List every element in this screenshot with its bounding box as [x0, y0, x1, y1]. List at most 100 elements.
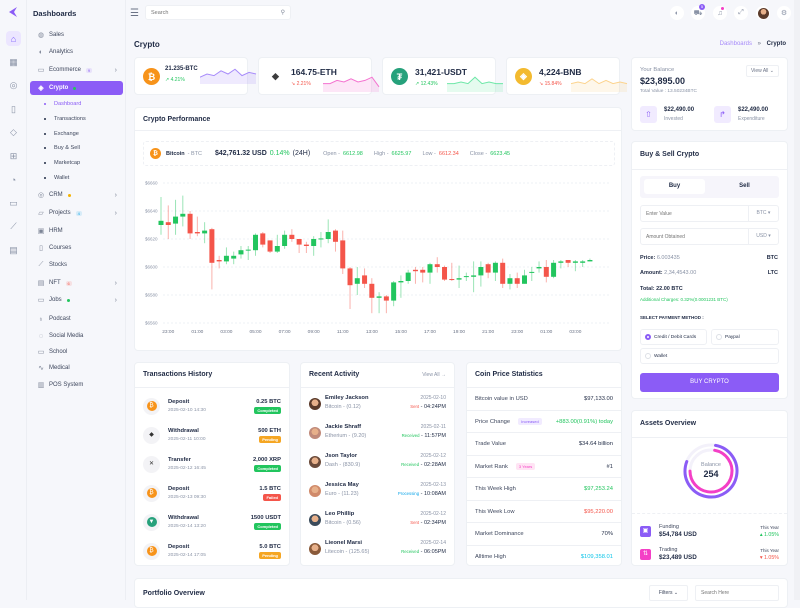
ticker-card-3[interactable]: ◈ 4,224-BNB ↘ 15.84%	[506, 57, 628, 95]
portfolio-search-input[interactable]	[695, 585, 779, 601]
sidebar-item-crm[interactable]: ◎ CRM ›	[30, 188, 123, 202]
sidebar-item-school[interactable]: ▭ School	[30, 345, 123, 359]
rail-file-icon[interactable]: ▯	[11, 103, 16, 114]
amount-obtained-input[interactable]	[646, 234, 746, 240]
sidebar-item-projects[interactable]: ▱ Projects 4 ›	[30, 206, 123, 220]
rail-apps-icon[interactable]: ▦	[9, 56, 18, 67]
enter-value-input[interactable]	[646, 211, 746, 217]
activity-row[interactable]: Jessica May Euro - (11.23) 2025-02-13 Proc…	[301, 482, 454, 506]
activity-status: Sent	[410, 520, 420, 525]
activity-status: Received	[401, 549, 420, 554]
payment-credit-radio[interactable]: Credit / Debit Cards	[640, 329, 707, 345]
transaction-row[interactable]: ▼ Withdrawal 2025-02-14 13:20 1500 USDT Co…	[135, 510, 289, 534]
btc-unit-select[interactable]: BTC ▾	[748, 206, 778, 221]
fullscreen-icon[interactable]: ⤢	[734, 6, 748, 20]
ticker-card-2[interactable]: ₮ 31,421-USDT ↗ 12.43%	[382, 57, 503, 95]
sidebar-item-sales[interactable]: ◍ Sales	[30, 28, 123, 42]
sidebar-item-pos-system[interactable]: ▥ POS System	[30, 378, 123, 392]
sidebar-item-crypto[interactable]: ◈ Crypto	[30, 81, 123, 95]
sidebar-item-social-media[interactable]: ◌ Social Media	[30, 329, 123, 343]
sidebar-item-ecommerce[interactable]: ▭ Ecommerce 9 ›	[30, 63, 123, 77]
sidebar-item-podcast[interactable]: ♁ Podcast	[30, 312, 123, 326]
balance-donut-chart	[683, 443, 739, 499]
activity-row[interactable]: Emiley Jackson Bitcoin - (0.12) 2025-02-1…	[301, 395, 454, 419]
rail-table-icon[interactable]: ▤	[9, 244, 18, 255]
settings-gear-icon[interactable]: ⚙	[777, 6, 791, 20]
sidebar-item-courses[interactable]: ▯ Courses	[30, 241, 123, 255]
logo-icon[interactable]	[7, 6, 19, 18]
rail-layout-icon[interactable]: ▭	[9, 197, 18, 208]
ticker-card-1[interactable]: ◆ 164.75-ETH ↘ 2.21%	[258, 57, 380, 95]
search-input[interactable]	[151, 10, 271, 16]
amount-obtained-field[interactable]: USD ▾	[640, 228, 779, 245]
asset-change: ▴ 1.05%	[760, 532, 779, 538]
payment-wallet-radio[interactable]: Wallet	[640, 348, 779, 364]
submenu-dashboard[interactable]: Dashboard	[44, 101, 81, 107]
submenu-marketcap[interactable]: Marketcap	[44, 160, 80, 166]
unit-label: BTC	[756, 210, 767, 216]
avatar	[309, 456, 321, 468]
buy-crypto-button[interactable]: BUY CRYPTO	[640, 373, 779, 392]
sidebar-item-stocks[interactable]: ⟋ Stocks	[30, 258, 123, 272]
activity-row[interactable]: Lieonel Marsi Litecoin - (125.65) 2025-02…	[301, 540, 454, 564]
avatar[interactable]	[756, 6, 770, 20]
tab-sell[interactable]: Sell	[739, 183, 750, 189]
sidebar-item-jobs[interactable]: ▭ Jobs ›	[30, 293, 123, 307]
ticker-card-0[interactable]: ₿ 21.235-BTC ↗ 4.21%	[134, 57, 257, 95]
cart-icon[interactable]: ⛟ 5	[691, 4, 705, 20]
activity-time: - 11:57PM	[421, 433, 446, 439]
transaction-row[interactable]: ₿ Deposit 2025-02-14 17:05 5.0 BTC Pending	[135, 539, 289, 563]
tab-buy[interactable]: Buy	[644, 179, 705, 194]
rail-layers-icon[interactable]: ◎	[9, 80, 18, 90]
payment-paypal-radio[interactable]: Paypal	[711, 329, 779, 345]
x-tick-label: 19:00	[453, 329, 465, 335]
activity-view-all[interactable]: View All →	[422, 372, 446, 378]
usd-unit-select[interactable]: USD ▾	[748, 229, 778, 244]
submenu-wallet[interactable]: Wallet	[44, 175, 69, 181]
palette-icon[interactable]: ◐	[670, 6, 684, 20]
search-box[interactable]: ⚲	[145, 5, 291, 20]
balance-view-all-button[interactable]: View All ⌄	[745, 65, 779, 77]
rail-diamond-icon[interactable]: ◇	[10, 127, 17, 137]
transaction-row[interactable]: ₿ Deposit 2025-02-13 09:30 1.5 BTC Failed	[135, 481, 289, 505]
submenu-exchange[interactable]: Exchange	[44, 131, 79, 137]
transaction-row[interactable]: ◆ Withdrawal 2025-02-11 10:00 500 ETH Pend…	[135, 423, 289, 447]
rail-home-icon[interactable]: ⌂	[6, 31, 21, 46]
stat-label: Bitcoin value in USD	[475, 396, 528, 402]
sidebar-badge: 6	[65, 280, 72, 286]
transaction-row[interactable]: ✕ Transfer 2025-02-12 16:45 2,000 XRP Comp…	[135, 452, 289, 476]
menu-toggle-icon[interactable]: ☰	[130, 8, 139, 19]
ticker-change: ↗ 12.43%	[415, 81, 438, 87]
activity-row[interactable]: Json Taylor Dash - (830.9) 2025-02-12 Rece…	[301, 453, 454, 477]
x-tick-label: 23:00	[511, 329, 523, 335]
sidebar-item-label: Sales	[49, 32, 65, 38]
coin-icon: ◈	[515, 68, 532, 85]
sidebar-item-nft[interactable]: ▤ NFT 6 ›	[30, 276, 123, 290]
balance-label: Your Balance	[640, 67, 675, 73]
submenu-transactions[interactable]: Transactions	[44, 116, 86, 122]
chevron-right-icon: ›	[114, 66, 117, 74]
sidebar-item-hrm[interactable]: ▣ HRM	[30, 224, 123, 238]
sidebar-item-analytics[interactable]: ◐ Analytics	[30, 45, 123, 59]
filters-button[interactable]: Filters ⌄	[649, 585, 688, 601]
activity-time: - 02:28AM	[420, 462, 446, 468]
scrollbar[interactable]	[794, 0, 800, 600]
bitcoin-icon: ₿	[150, 148, 161, 159]
sidebar-item-label: Crypto	[49, 85, 69, 91]
rail-compass-icon[interactable]: ◔	[10, 174, 17, 185]
transaction-row[interactable]: ₿ Deposit 2025-02-10 14:30 0.25 BTC Comple…	[135, 394, 289, 418]
sidebar-title: Dashboards	[33, 9, 77, 18]
search-icon[interactable]: ⚲	[280, 10, 285, 16]
breadcrumb-dashboards[interactable]: Dashboards	[719, 41, 752, 47]
submenu-buy-sell[interactable]: Buy & Sell	[44, 145, 80, 151]
rail-gift-icon[interactable]: ⊞	[9, 150, 18, 161]
activity-row[interactable]: Jackie Shraff Etherium - (9.20) 2025-02-1…	[301, 424, 454, 448]
rail-chart-icon[interactable]: ⟋	[10, 221, 17, 231]
activity-row[interactable]: Leo Phillip Bitcoin - (0.56) 2025-02-12 Se…	[301, 511, 454, 535]
enter-value-field[interactable]: BTC ▾	[640, 205, 779, 222]
btc-icon: ₿	[143, 542, 160, 560]
sidebar-item-medical[interactable]: ∿ Medical	[30, 361, 123, 375]
ticker-change: ↘ 2.21%	[291, 81, 311, 87]
donut-center-value: 254	[703, 469, 719, 479]
bell-icon[interactable]: ♫	[713, 6, 727, 20]
